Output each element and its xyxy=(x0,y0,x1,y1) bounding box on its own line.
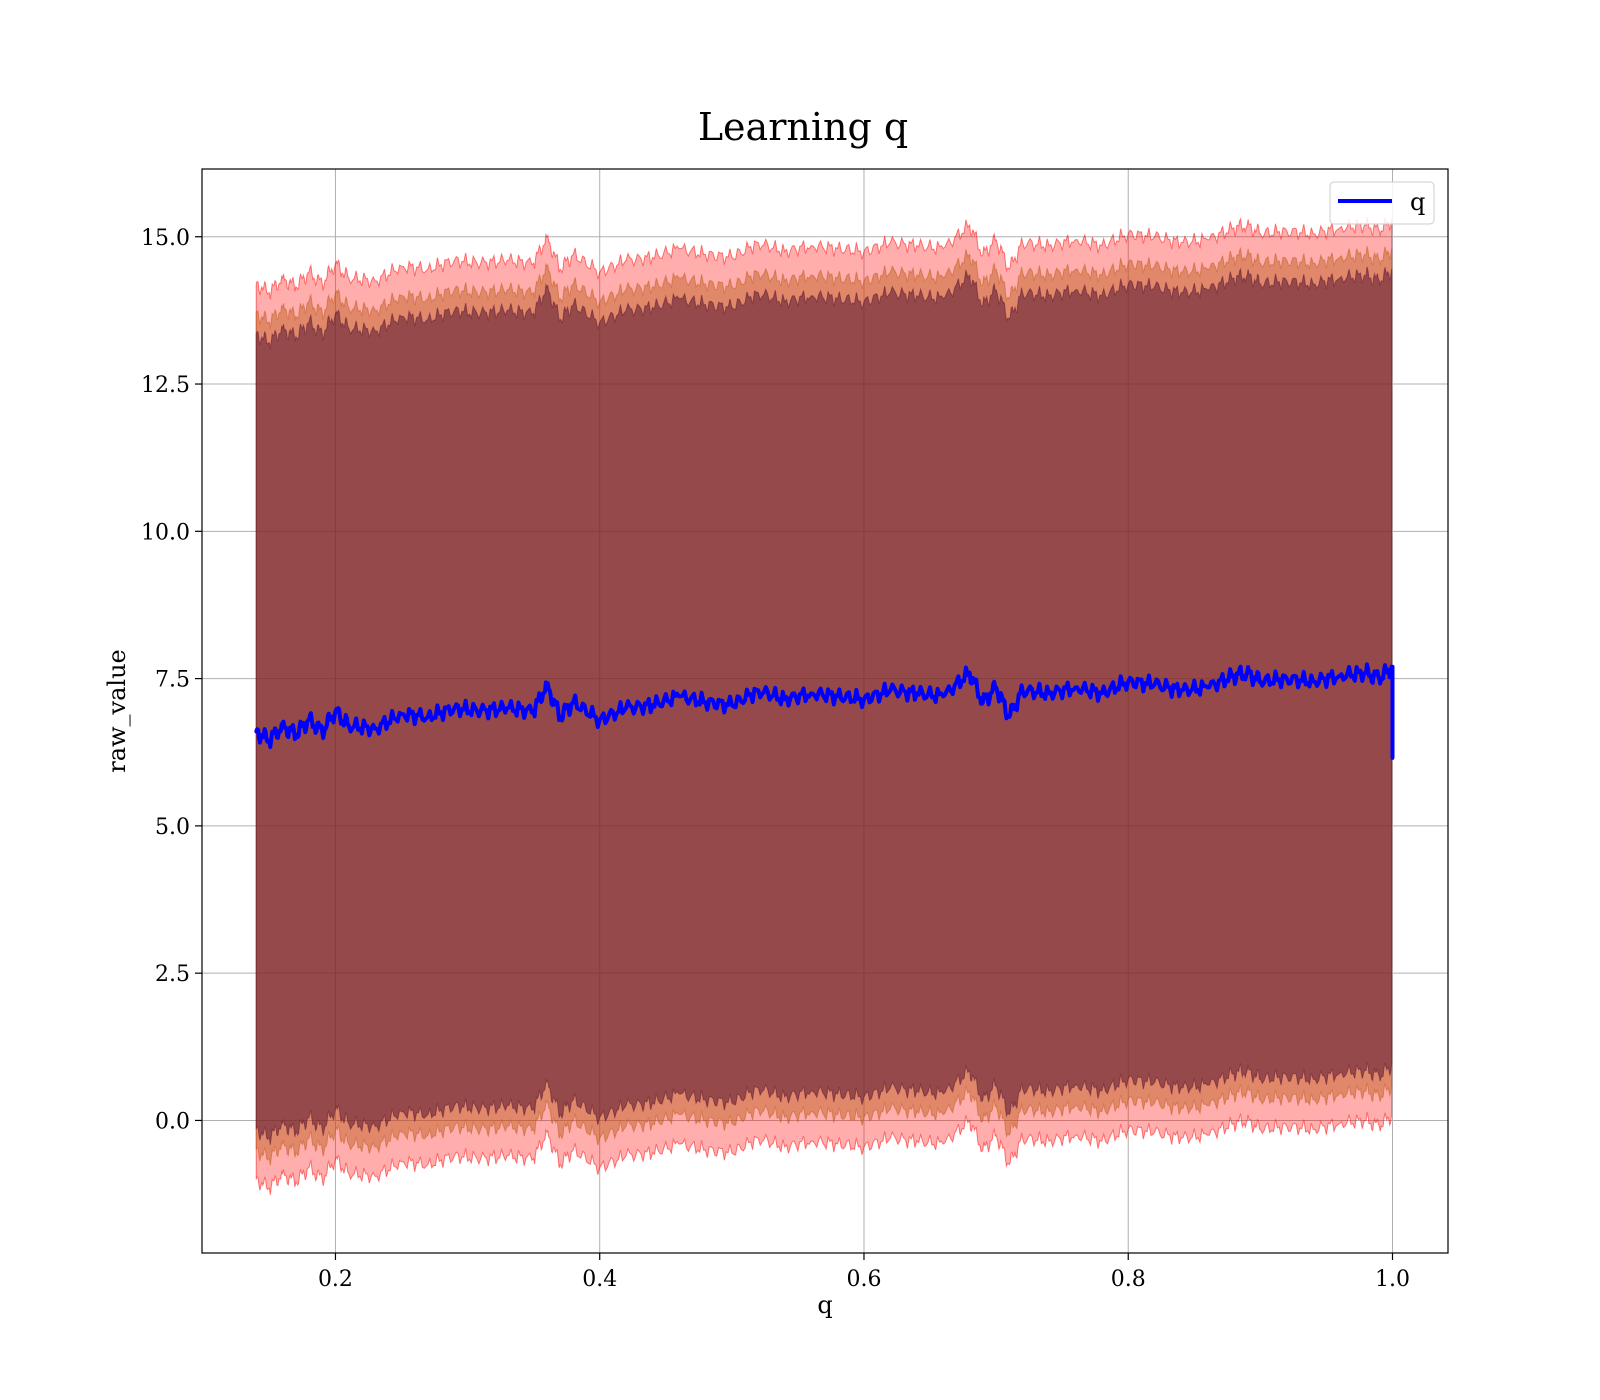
data-point xyxy=(1179,688,1183,693)
data-point xyxy=(294,732,298,737)
x-tick-label: 0.8 xyxy=(1111,1267,1146,1292)
data-point xyxy=(1020,688,1025,693)
x-axis-label: q xyxy=(817,1291,832,1319)
y-tick-label: 10.0 xyxy=(141,520,190,545)
data-point xyxy=(1337,673,1342,678)
data-point xyxy=(1232,673,1236,678)
data-point xyxy=(677,694,681,699)
data-point xyxy=(479,709,483,713)
data-point xyxy=(1390,665,1395,669)
data-point xyxy=(1245,670,1249,675)
data-point xyxy=(1073,685,1078,690)
y-tick-label: 0.0 xyxy=(155,1109,190,1134)
legend: q xyxy=(1329,181,1435,225)
data-point xyxy=(967,670,972,675)
data-point xyxy=(333,709,338,713)
data-point xyxy=(994,685,998,690)
data-point xyxy=(782,697,787,701)
data-point xyxy=(307,718,311,722)
data-point xyxy=(703,700,708,704)
x-tick-label: 0.2 xyxy=(318,1267,353,1292)
line-layer xyxy=(254,662,1395,760)
data-point xyxy=(346,723,351,728)
chart-title: Learning q xyxy=(698,105,908,149)
data-point xyxy=(1258,679,1263,684)
band-2 xyxy=(255,266,1393,1145)
data-point xyxy=(730,703,734,707)
data-point xyxy=(545,682,549,687)
data-point xyxy=(320,729,325,734)
data-point xyxy=(597,718,602,722)
x-tick-label: 1.0 xyxy=(1375,1267,1410,1292)
data-point xyxy=(981,700,985,704)
x-tick-label: 0.4 xyxy=(582,1267,617,1292)
y-ticks: 0.0 2.5 5.0 7.5 10.0 12.5 15.0 xyxy=(141,226,202,1134)
data-point xyxy=(452,706,457,710)
data-point xyxy=(399,712,404,716)
data-point xyxy=(650,703,655,707)
bands xyxy=(255,216,1393,1195)
data-point xyxy=(1100,691,1104,696)
data-point xyxy=(1205,685,1210,690)
data-point xyxy=(531,709,536,713)
data-point xyxy=(373,726,377,731)
data-point xyxy=(835,694,840,699)
data-point xyxy=(1311,679,1315,684)
y-tick-label: 5.0 xyxy=(155,815,190,840)
y-tick-label: 12.5 xyxy=(141,373,190,398)
data-point xyxy=(624,706,628,710)
data-point xyxy=(558,715,562,719)
y-tick-label: 15.0 xyxy=(141,226,190,251)
data-point xyxy=(915,691,919,696)
data-point xyxy=(809,691,813,696)
data-point xyxy=(505,706,510,710)
data-point xyxy=(1152,682,1157,687)
y-tick-label: 7.5 xyxy=(155,668,190,693)
x-tick-label: 0.6 xyxy=(846,1267,881,1292)
data-point xyxy=(1126,679,1130,684)
y-tick-label: 2.5 xyxy=(155,962,190,987)
data-point xyxy=(756,688,761,693)
data-point xyxy=(1007,715,1012,719)
y-axis-label: raw_value xyxy=(103,649,131,773)
plot-frame xyxy=(201,168,1449,1254)
data-point xyxy=(254,729,258,734)
data-point xyxy=(888,688,893,693)
data-point xyxy=(941,694,946,699)
data-point xyxy=(267,738,272,743)
data-point xyxy=(280,723,285,728)
data-point xyxy=(1390,756,1395,760)
data-point xyxy=(1364,670,1368,675)
data-point xyxy=(571,700,576,704)
data-point xyxy=(1047,691,1051,696)
data-point xyxy=(1377,676,1382,681)
data-point xyxy=(426,715,430,719)
data-point xyxy=(1285,676,1289,681)
x-ticks: 0.2 0.4 0.6 0.8 1.0 xyxy=(318,1253,1410,1292)
data-point xyxy=(862,697,866,701)
legend-label: q xyxy=(1410,188,1425,216)
